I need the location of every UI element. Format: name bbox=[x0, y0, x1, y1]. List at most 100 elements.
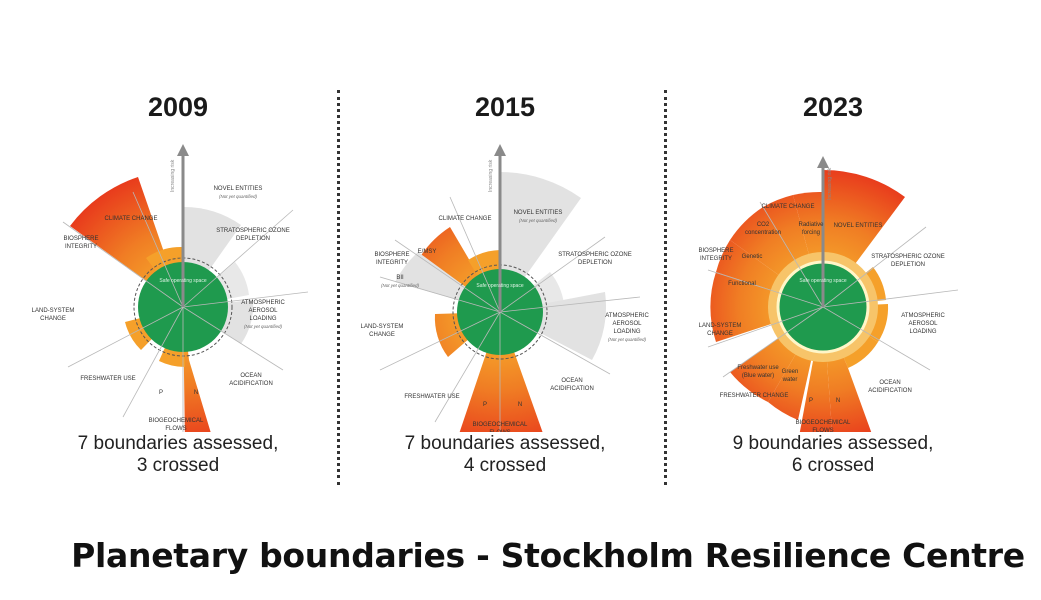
wheel-label: OCEAN bbox=[879, 380, 900, 386]
wheel-label: (Not yet quantified) bbox=[608, 337, 647, 342]
wheel-label: DEPLETION bbox=[578, 260, 612, 266]
inner-label: Safe operating space bbox=[799, 278, 846, 284]
panel-2009: 2009 bbox=[13, 88, 343, 498]
wheel-label: N bbox=[518, 402, 522, 408]
boundaries-wheel-2023: Increasing risk Safe operating space CLI… bbox=[698, 156, 959, 432]
page-caption: Planetary boundaries - Stockholm Resilie… bbox=[71, 536, 1025, 575]
wheel-label: ATMOSPHERIC bbox=[901, 313, 945, 319]
inner-label: Safe operating space bbox=[159, 278, 206, 284]
wheel-label: BIOGEOCHEMICAL bbox=[796, 420, 851, 426]
risk-axis-label: Increasing risk bbox=[827, 167, 833, 200]
wheel-label: ACIDIFICATION bbox=[868, 388, 912, 394]
wheel-label: N bbox=[194, 390, 198, 396]
wheel-label: BII bbox=[396, 275, 404, 281]
risk-axis-arrow-icon bbox=[494, 144, 506, 156]
boundaries-wheel-2009: Increasing risk Safe operating space CLI… bbox=[32, 144, 309, 432]
wedge-nitrogen bbox=[183, 307, 211, 432]
risk-axis-label: Increasing risk bbox=[488, 159, 494, 192]
wheel-label: FLOWS bbox=[812, 428, 833, 432]
wheel-label: OCEAN bbox=[561, 378, 582, 384]
wheel-label: ATMOSPHERIC bbox=[241, 300, 285, 306]
inner-label: Safe operating space bbox=[476, 283, 523, 289]
wheel-label: NOVEL ENTITIES bbox=[834, 223, 883, 229]
wheel-label: LOADING bbox=[909, 329, 936, 335]
wheel-label: (Not yet quantified) bbox=[381, 283, 420, 288]
wheel-label: forcing bbox=[802, 230, 820, 236]
spokes bbox=[707, 201, 959, 378]
spokes bbox=[62, 191, 309, 432]
wheel-label: BIOSPHERE bbox=[698, 248, 733, 254]
wheel-label: CO2 bbox=[757, 222, 770, 228]
wedge-land-system bbox=[710, 272, 823, 342]
wheel-label: ACIDIFICATION bbox=[550, 386, 594, 392]
wheel-label: LAND-SYSTEM bbox=[32, 308, 75, 314]
wheel-label: CHANGE bbox=[40, 316, 66, 322]
wheel-label: CLIMATE CHANGE bbox=[439, 216, 492, 222]
wheel-label: BIOGEOCHEMICAL bbox=[473, 422, 528, 428]
risk-axis-label: Increasing risk bbox=[170, 159, 176, 192]
wheel-label: FRESHWATER USE bbox=[404, 394, 459, 400]
wheel-label: BIOSPHERE bbox=[63, 236, 98, 242]
wheel-label: N bbox=[836, 398, 840, 404]
wheel-label: STRATOSPHERIC OZONE bbox=[216, 228, 289, 234]
panel-summary: 9 boundaries assessed, 6 crossed bbox=[668, 433, 998, 477]
panel-2015: 2015 bbox=[340, 88, 670, 498]
panel-summary: 7 boundaries assessed, 3 crossed bbox=[13, 433, 343, 477]
wheel-label: STRATOSPHERIC OZONE bbox=[558, 252, 631, 258]
wheel-label: (Not yet quantified) bbox=[244, 324, 283, 329]
wheel-label: AEROSOL bbox=[908, 321, 938, 327]
panel-summary: 7 boundaries assessed, 4 crossed bbox=[340, 433, 670, 477]
wheel-label: CHANGE bbox=[707, 331, 733, 337]
panel-year: 2023 bbox=[802, 92, 864, 122]
wheel-label: LOADING bbox=[249, 316, 276, 322]
wheel-label: Freshwater use bbox=[737, 365, 779, 371]
boundaries-wheel-2015: Increasing risk Safe operating space CLI… bbox=[361, 144, 649, 432]
summary-line-2: 3 crossed bbox=[136, 455, 220, 476]
wheel-label: CHANGE bbox=[369, 332, 395, 338]
wheel-label: DEPLETION bbox=[891, 262, 925, 268]
wheel-label: INTEGRITY bbox=[376, 260, 408, 266]
wheel-label: AEROSOL bbox=[248, 308, 278, 314]
summary-line-1: 7 boundaries assessed, bbox=[404, 433, 606, 454]
wheel-label: BIOGEOCHEMICAL bbox=[149, 418, 204, 424]
wheel-label: P bbox=[809, 398, 813, 404]
wheel-label: NOVEL ENTITIES bbox=[514, 210, 563, 216]
wheel-label: water bbox=[782, 377, 798, 383]
wheel-label: P bbox=[483, 402, 487, 408]
wheel-label: (Not yet quantified) bbox=[519, 218, 558, 223]
panel-2023: 2023 bbox=[668, 88, 998, 498]
wheel-label: DEPLETION bbox=[236, 236, 270, 242]
wedge-nitrogen bbox=[500, 312, 543, 432]
wedge-phosphorus bbox=[459, 312, 500, 432]
dotted-divider bbox=[337, 90, 340, 485]
wheel-label: E/MSY bbox=[418, 249, 437, 255]
wheel-label: BIOSPHERE bbox=[374, 252, 409, 258]
dotted-divider bbox=[664, 90, 667, 485]
wheel-label: Green bbox=[782, 369, 799, 375]
summary-line-2: 4 crossed bbox=[463, 455, 547, 476]
wheel-label: ACIDIFICATION bbox=[229, 381, 273, 387]
wheel-label: STRATOSPHERIC OZONE bbox=[871, 254, 944, 260]
risk-axis-arrow-icon bbox=[177, 144, 189, 156]
wheel-label: CLIMATE CHANGE bbox=[105, 216, 158, 222]
panel-year: 2009 bbox=[147, 92, 209, 122]
wheel-label: INTEGRITY bbox=[65, 244, 97, 250]
wheel-label: NOVEL ENTITIES bbox=[214, 186, 263, 192]
wheel-label: CLIMATE CHANGE bbox=[762, 204, 815, 210]
wheel-label: OCEAN bbox=[240, 373, 261, 379]
wheel-label: FRESHWATER CHANGE bbox=[720, 393, 789, 399]
summary-line-1: 9 boundaries assessed, bbox=[732, 433, 934, 454]
wheel-label: Functional bbox=[728, 281, 756, 287]
wheel-label: concentration bbox=[745, 230, 781, 236]
wheel-label: (Blue water) bbox=[742, 373, 774, 379]
wheel-label: LAND-SYSTEM bbox=[699, 323, 742, 329]
wheel-label: Radiative bbox=[798, 222, 824, 228]
risk-axis-arrow-icon bbox=[817, 156, 829, 168]
panel-year: 2015 bbox=[474, 92, 536, 122]
wheel-label: P bbox=[159, 390, 163, 396]
summary-line-1: 7 boundaries assessed, bbox=[77, 433, 279, 454]
wheel-label: AEROSOL bbox=[612, 321, 642, 327]
wheel-label: FRESHWATER USE bbox=[80, 376, 135, 382]
wheel-label: FLOWS bbox=[489, 430, 510, 432]
wheel-label: (Not yet quantified) bbox=[219, 194, 258, 199]
